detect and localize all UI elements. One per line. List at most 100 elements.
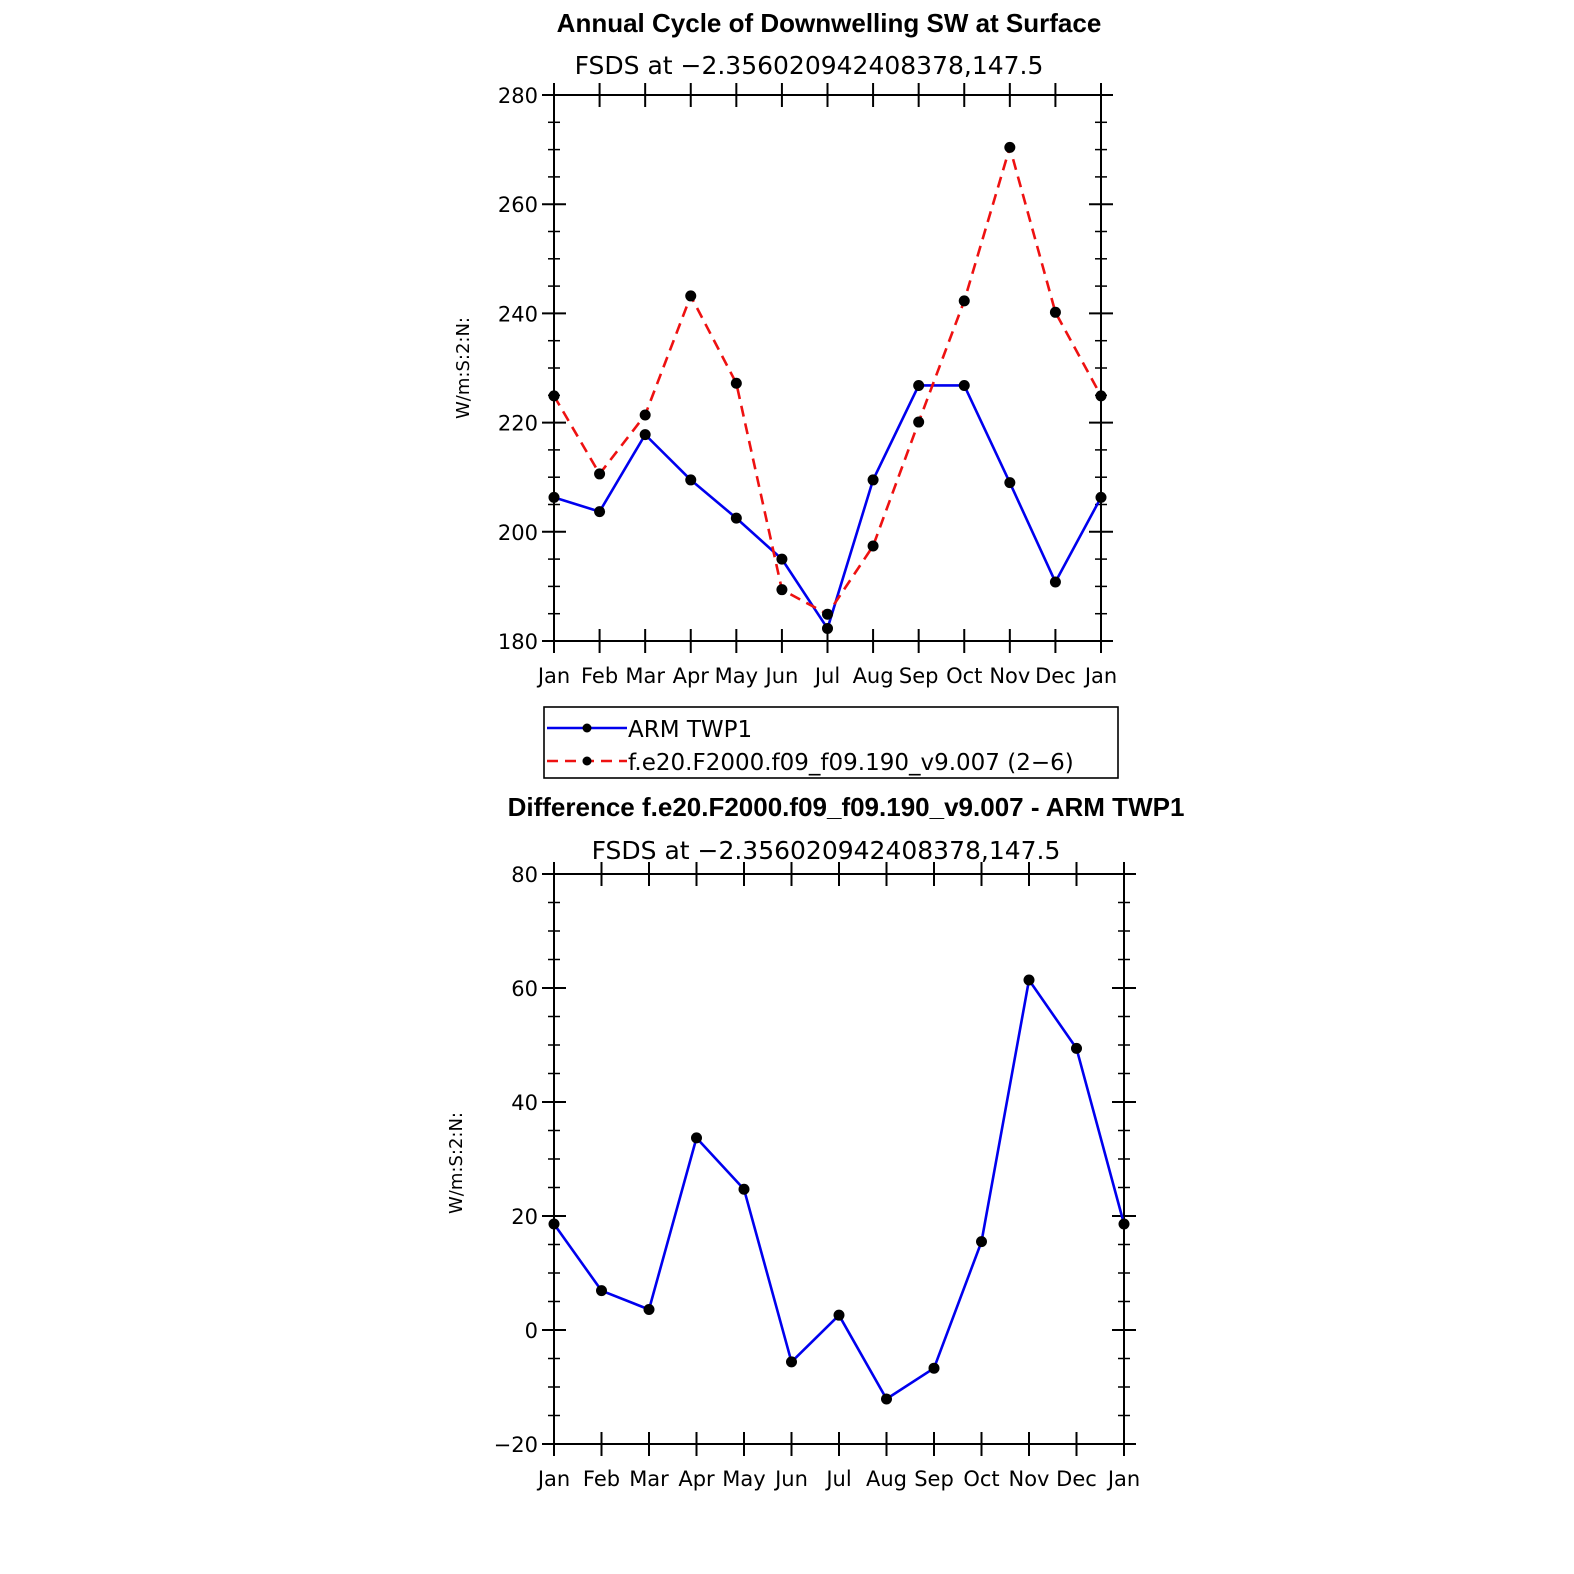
x-tick-label: Nov	[989, 664, 1030, 688]
legend-marker-model	[582, 756, 592, 766]
data-point-0	[1049, 576, 1061, 588]
y-tick-label: 280	[498, 84, 538, 108]
data-point-1	[639, 409, 651, 421]
chart2-tick-labels: −20 0 20 40 60 80 Jan Feb Mar Apr May Jun Jul Aug Sep O…	[494, 863, 1141, 1491]
data-point-1	[913, 416, 925, 428]
data-point-1	[867, 540, 879, 552]
x-tick-label: May	[715, 664, 758, 688]
x-tick-label: Aug	[853, 664, 894, 688]
y-tick-label: −20	[494, 1433, 538, 1457]
plot-frame	[553, 873, 1125, 1445]
x-tick-label: Jul	[824, 1467, 851, 1491]
x-tick-label: Jan	[536, 1467, 570, 1491]
x-tick-label: Feb	[581, 664, 618, 688]
data-point-0	[639, 429, 651, 441]
data-point-1	[1049, 306, 1061, 318]
data-point-0	[594, 506, 606, 518]
data-point-0	[867, 474, 879, 486]
data-point-1	[1004, 141, 1016, 153]
data-point-1	[685, 290, 697, 302]
y-tick-label: 0	[525, 1319, 538, 1343]
series-line-1	[552, 146, 1103, 616]
y-tick-label: 80	[511, 863, 538, 887]
series-line-0	[553, 384, 1103, 630]
data-point-0	[1095, 491, 1107, 503]
legend: ARM TWP1 f.e20.F2000.f09_f09.190_v9.007 …	[543, 706, 1119, 779]
chart2-axes	[542, 862, 1136, 1456]
data-point-0	[786, 1356, 797, 1368]
data-point-0	[643, 1303, 655, 1315]
y-tick-label: 220	[498, 412, 538, 436]
x-tick-label: Sep	[914, 1467, 954, 1491]
y-tick-label: 200	[498, 521, 538, 545]
difference-chart: Difference f.e20.F2000.f09_f09.190_v9.00…	[446, 792, 1184, 1491]
data-point-0	[822, 622, 833, 634]
legend-box	[543, 706, 1119, 779]
y-tick-label: 180	[498, 630, 538, 654]
legend-marker-arm	[582, 723, 592, 733]
data-point-0	[548, 491, 560, 503]
chart2-ylabel: W/m:S:2:N:	[446, 1112, 467, 1214]
x-tick-label: May	[722, 1467, 765, 1491]
data-point-0	[776, 553, 788, 565]
chart2-subtitle: FSDS at −2.356020942408378,147.5	[592, 836, 1061, 865]
chart2-title: Difference f.e20.F2000.f09_f09.190_v9.00…	[508, 792, 1185, 822]
legend-entry-model: f.e20.F2000.f09_f09.190_v9.007 (2−6)	[547, 750, 1074, 776]
chart2-series	[548, 974, 1130, 1405]
x-tick-label: Nov	[1009, 1467, 1050, 1491]
data-point-0	[691, 1132, 702, 1144]
x-tick-label: Feb	[583, 1467, 620, 1491]
data-point-0	[976, 1236, 987, 1248]
x-tick-label: Oct	[946, 664, 982, 688]
y-tick-label: 240	[498, 302, 538, 326]
data-point-0	[548, 1218, 560, 1230]
x-tick-label: Jun	[773, 1467, 808, 1491]
data-point-1	[730, 377, 742, 389]
data-point-0	[1004, 477, 1016, 489]
x-tick-label: Dec	[1035, 664, 1076, 688]
x-tick-label: Aug	[866, 1467, 907, 1491]
data-point-0	[730, 512, 742, 524]
annual-cycle-chart: Annual Cycle of Downwelling SW at Surfac…	[453, 8, 1119, 779]
data-point-0	[1071, 1042, 1082, 1054]
y-tick-label: 20	[511, 1205, 538, 1229]
data-point-0	[881, 1393, 892, 1405]
data-point-0	[913, 379, 925, 391]
chart1-tick-labels: 180 200 220 240 260 280 Jan Feb Mar Apr May Jun Jul A…	[498, 84, 1117, 688]
series-line-0	[552, 978, 1126, 1401]
data-point-0	[928, 1362, 940, 1374]
data-point-1	[594, 468, 606, 480]
x-tick-label: Sep	[899, 664, 939, 688]
data-point-1	[1095, 390, 1107, 402]
data-point-1	[776, 584, 788, 596]
y-tick-label: 40	[511, 1091, 538, 1115]
x-tick-label: Oct	[963, 1467, 999, 1491]
chart1-ylabel: W/m:S:2:N:	[453, 317, 474, 419]
legend-entry-arm: ARM TWP1	[547, 717, 752, 743]
x-tick-label: Jul	[813, 664, 840, 688]
chart1-title: Annual Cycle of Downwelling SW at Surfac…	[557, 8, 1102, 38]
data-point-0	[685, 474, 697, 486]
data-point-0	[596, 1285, 607, 1297]
x-tick-label: Apr	[673, 664, 710, 688]
data-point-1	[958, 295, 970, 307]
data-point-0	[1118, 1218, 1130, 1230]
data-point-0	[833, 1309, 845, 1321]
x-tick-label: Jun	[764, 664, 799, 688]
x-tick-label: Jan	[1106, 1467, 1140, 1491]
y-tick-label: 60	[511, 977, 538, 1001]
x-tick-label: Jan	[536, 664, 570, 688]
x-tick-label: Jan	[1083, 664, 1117, 688]
data-point-1	[822, 608, 833, 620]
chart1-subtitle: FSDS at −2.356020942408378,147.5	[575, 51, 1044, 80]
data-point-0	[1023, 974, 1035, 986]
legend-label-model: f.e20.F2000.f09_f09.190_v9.007 (2−6)	[628, 750, 1074, 776]
chart1-axes	[542, 83, 1113, 653]
data-point-1	[548, 390, 560, 402]
x-tick-label: Mar	[629, 1467, 669, 1491]
y-tick-label: 260	[498, 193, 538, 217]
legend-label-arm: ARM TWP1	[628, 717, 752, 743]
x-tick-label: Apr	[678, 1467, 715, 1491]
data-point-0	[958, 379, 970, 391]
